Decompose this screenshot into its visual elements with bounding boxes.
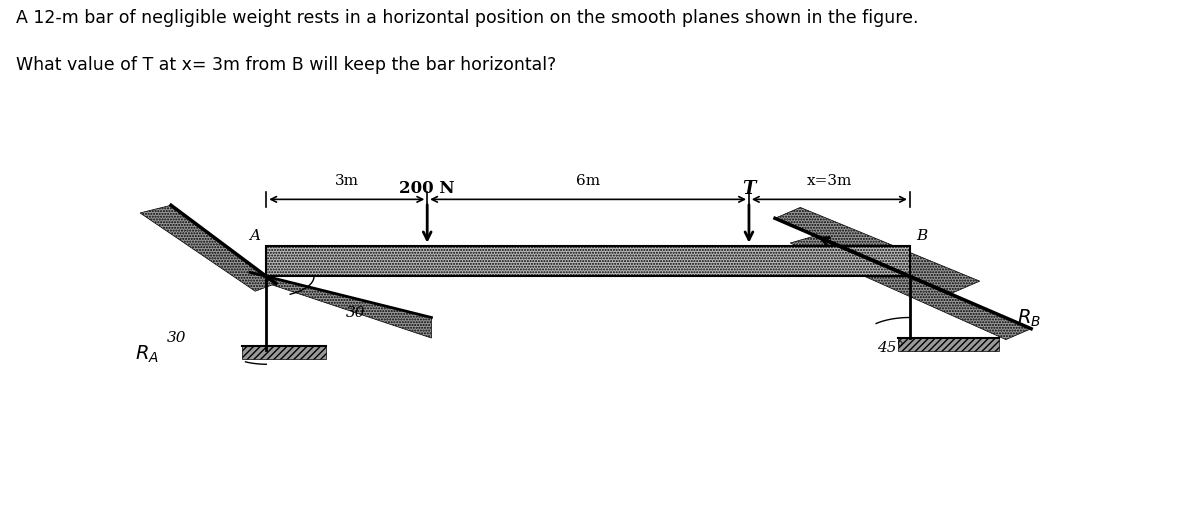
Text: T: T	[743, 180, 756, 198]
Polygon shape	[775, 207, 979, 294]
Text: A 12-m bar of negligible weight rests in a horizontal position on the smooth pla: A 12-m bar of negligible weight rests in…	[16, 9, 918, 27]
Text: $R_A$: $R_A$	[136, 344, 160, 365]
Bar	[242, 346, 326, 359]
Polygon shape	[790, 236, 1031, 340]
Text: 3m: 3m	[335, 174, 359, 188]
Text: B: B	[916, 229, 928, 243]
Text: $R_B$: $R_B$	[1016, 308, 1042, 329]
Text: 30: 30	[167, 331, 187, 345]
Polygon shape	[250, 272, 432, 338]
Text: 6m: 6m	[576, 174, 600, 188]
Polygon shape	[140, 205, 276, 291]
Text: 200 N: 200 N	[400, 180, 455, 197]
Text: 30: 30	[346, 306, 366, 321]
Text: 45°: 45°	[877, 341, 904, 354]
Text: What value of T at x= 3m from B will keep the bar horizontal?: What value of T at x= 3m from B will kee…	[16, 55, 557, 74]
Bar	[266, 245, 910, 277]
Text: x=3m: x=3m	[806, 174, 852, 188]
Text: A: A	[250, 229, 260, 243]
Bar	[898, 338, 1000, 351]
